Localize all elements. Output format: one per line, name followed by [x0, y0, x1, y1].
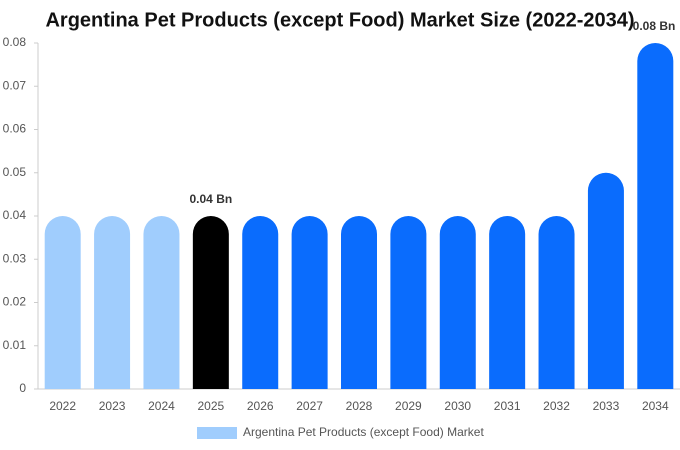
bar — [341, 216, 377, 389]
bar — [242, 216, 279, 389]
x-tick-label: 2023 — [99, 399, 126, 413]
bar — [44, 216, 81, 389]
y-tick-label: 0.01 — [3, 338, 27, 352]
bar — [538, 216, 575, 389]
bar — [390, 216, 427, 389]
bar — [637, 43, 674, 389]
x-tick-label: 2025 — [197, 399, 224, 413]
y-tick-label: 0.04 — [3, 208, 27, 222]
value-label: 0.04 Bn — [190, 192, 233, 206]
x-tick-label: 2032 — [543, 399, 570, 413]
x-tick-label: 2029 — [395, 399, 422, 413]
y-tick-label: 0.07 — [3, 78, 27, 92]
y-tick-label: 0 — [19, 381, 26, 395]
bar — [143, 216, 180, 389]
x-tick-label: 2031 — [494, 399, 521, 413]
y-tick-label: 0.05 — [3, 165, 27, 179]
y-tick-label: 0.06 — [3, 122, 27, 136]
x-tick-label: 2022 — [49, 399, 76, 413]
bar — [94, 216, 131, 389]
legend-swatch — [197, 427, 237, 439]
legend-label: Argentina Pet Products (except Food) Mar… — [243, 425, 484, 439]
x-tick-label: 2034 — [642, 399, 669, 413]
bar — [489, 215, 526, 389]
bar — [587, 172, 624, 389]
value-label: 0.08 Bn — [633, 19, 676, 33]
x-tick-label: 2026 — [247, 399, 274, 413]
bar — [439, 216, 476, 389]
x-tick-label: 2027 — [296, 399, 323, 413]
bar — [192, 216, 229, 389]
y-tick-label: 0.03 — [3, 251, 27, 265]
y-tick-label: 0.08 — [3, 35, 27, 49]
x-tick-label: 2033 — [593, 399, 620, 413]
x-tick-label: 2028 — [346, 399, 373, 413]
x-tick-label: 2030 — [444, 399, 471, 413]
x-tick-label: 2024 — [148, 399, 175, 413]
y-tick-label: 0.02 — [3, 295, 27, 309]
bar — [291, 216, 328, 389]
chart-title: Argentina Pet Products (except Food) Mar… — [45, 9, 634, 31]
